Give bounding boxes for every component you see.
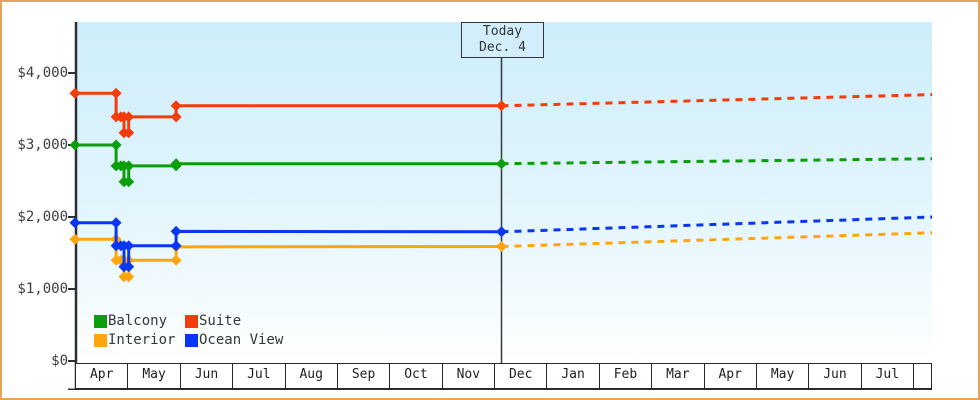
- x-axis-month-cell: Dec: [495, 364, 548, 388]
- x-axis: Apr May Jun Jul Aug Sep Oct Nov Dec Jan …: [75, 363, 932, 389]
- x-axis-month-cell: Jul: [862, 364, 914, 388]
- x-axis-month-cell: Jul: [233, 364, 286, 388]
- legend-label: Ocean View: [199, 332, 284, 348]
- x-axis-stub-cell: [914, 364, 931, 388]
- interior-color-swatch-icon: [94, 333, 107, 347]
- y-axis-label: $0: [51, 353, 68, 369]
- x-axis-month-cell: Apr: [76, 364, 129, 388]
- legend-label: Balcony: [108, 313, 168, 329]
- today-label: Today: [482, 24, 523, 39]
- legend-label: Suite: [199, 313, 242, 329]
- legend-item-suite: Suite: [185, 314, 283, 328]
- y-axis-label: $3,000: [17, 137, 68, 153]
- y-axis-label: $2,000: [17, 209, 68, 225]
- x-axis-month-cell: Sep: [338, 364, 391, 388]
- x-axis-month-cell: Aug: [286, 364, 338, 388]
- x-axis-month-cell: Jun: [809, 364, 862, 388]
- legend-item-interior: Interior: [94, 333, 185, 347]
- x-axis-month-cell: May: [757, 364, 810, 388]
- x-axis-month-cell: Oct: [390, 364, 443, 388]
- y-axis-label: $1,000: [17, 281, 68, 297]
- x-axis-month-cell: Mar: [652, 364, 705, 388]
- x-axis-month-cell: May: [128, 364, 181, 388]
- legend: Balcony Suite Interior Ocean View: [94, 314, 283, 347]
- legend-label: Interior: [108, 332, 176, 348]
- x-axis-month-cell: Jan: [547, 364, 600, 388]
- legend-item-ocean-view: Ocean View: [185, 333, 283, 347]
- x-axis-month-cell: Apr: [705, 364, 757, 388]
- legend-item-balcony: Balcony: [94, 314, 185, 328]
- x-axis-month-cell: Jun: [181, 364, 234, 388]
- y-axis-label: $4,000: [17, 65, 68, 81]
- ocean-view-color-swatch-icon: [185, 333, 198, 347]
- today-marker-box: Today Dec. 4: [461, 22, 544, 58]
- balcony-color-swatch-icon: [94, 314, 107, 328]
- x-axis-month-cell: Nov: [443, 364, 495, 388]
- suite-color-swatch-icon: [185, 314, 198, 328]
- x-axis-month-cell: Feb: [600, 364, 653, 388]
- today-date: Dec. 4: [479, 40, 526, 55]
